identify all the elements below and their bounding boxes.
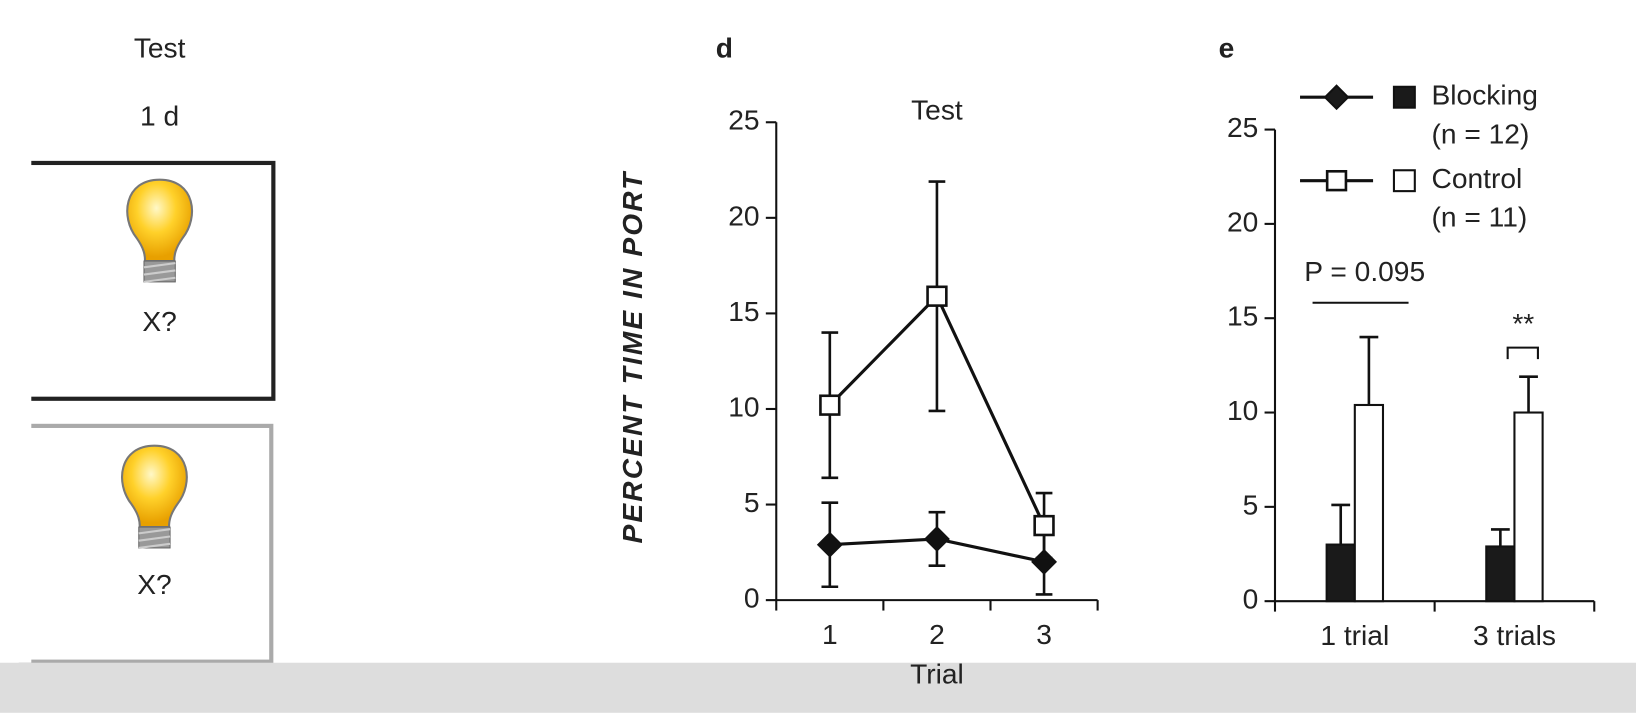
y-tick-label: 0	[1243, 583, 1259, 615]
marker	[819, 394, 841, 416]
marker	[1323, 84, 1350, 111]
y-axis-label: PERCENT TIME IN PORT	[616, 170, 648, 544]
box-label: X?	[142, 305, 176, 337]
x-axis-label: Trial	[910, 658, 964, 690]
x-tick-label: 1	[822, 618, 838, 650]
panel-label: d	[716, 32, 733, 64]
marker	[816, 531, 843, 558]
header: Test	[134, 32, 186, 64]
header: 1 d	[140, 100, 179, 132]
x-tick-label: 3	[1036, 618, 1052, 650]
bar	[1353, 403, 1385, 603]
legend-note: (n = 11)	[1432, 201, 1528, 233]
y-tick-label: 5	[1243, 488, 1259, 520]
marker	[926, 285, 948, 307]
y-tick-label: 0	[744, 582, 760, 614]
x-tick-label: 3 trials	[1473, 619, 1556, 651]
box-label: X?	[137, 568, 171, 600]
bar	[1485, 545, 1516, 603]
error-bar	[1331, 503, 1351, 545]
marker	[1325, 169, 1348, 192]
edge	[0, 0, 32, 663]
bar	[1513, 411, 1544, 603]
legend-label: Control	[1432, 162, 1523, 194]
legend-label: Blocking	[1432, 79, 1538, 111]
annotation: P = 0.095	[1304, 255, 1425, 287]
y-tick-label: 25	[1227, 111, 1258, 143]
error-bar	[1359, 335, 1379, 405]
annotation: **	[1512, 307, 1534, 339]
bottom-bar	[0, 662, 1636, 713]
y-tick-label: 25	[728, 104, 759, 136]
marker	[1033, 514, 1055, 537]
y-tick-label: 20	[1227, 205, 1258, 237]
bar	[1325, 543, 1356, 603]
marker	[923, 526, 950, 552]
bulb	[120, 444, 188, 550]
y-tick-label: 15	[728, 295, 759, 327]
legend-note: (n = 12)	[1432, 117, 1530, 149]
y-tick-label: 10	[728, 390, 759, 422]
error-bar	[1519, 375, 1538, 413]
legend-swatch	[1392, 85, 1416, 109]
x-tick-label: 1 trial	[1320, 619, 1389, 651]
error-bar	[1490, 528, 1510, 547]
legend-swatch	[1392, 169, 1416, 193]
x-tick-label: 2	[929, 618, 945, 650]
y-tick-label: 20	[728, 199, 759, 231]
annotation-bracket	[1506, 346, 1539, 360]
y-tick-label: 5	[744, 486, 760, 518]
y-tick-label: 15	[1227, 300, 1258, 332]
bulb	[126, 178, 194, 283]
chart-title: Test	[911, 93, 963, 125]
panel-label: e	[1219, 32, 1235, 64]
y-tick-label: 10	[1227, 394, 1258, 426]
